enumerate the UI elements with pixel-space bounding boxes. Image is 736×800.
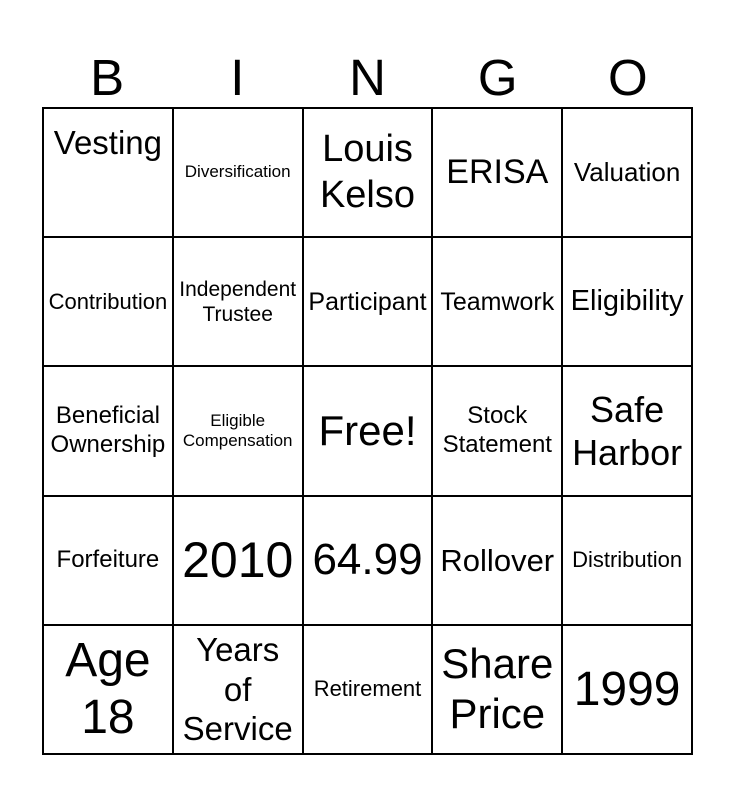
bingo-cell-r3c1[interactable]: Beneficial Ownership xyxy=(43,366,173,496)
bingo-cell-r4c4[interactable]: Rollover xyxy=(432,495,563,625)
cell-label: Retirement xyxy=(313,676,422,702)
cell-label: 64.99 xyxy=(312,534,423,584)
cell-label: Years of Service xyxy=(182,631,293,748)
bingo-header-letter-b: B xyxy=(90,49,125,106)
bingo-cell-r4c5[interactable]: Distribution xyxy=(562,495,692,625)
bingo-cell-r2c1[interactable]: Contribution xyxy=(43,237,173,367)
cell-label: Forfeiture xyxy=(56,545,160,573)
bingo-cell-r5c5[interactable]: 1999 xyxy=(562,624,692,754)
cell-label: Stock Statement xyxy=(442,402,552,458)
bingo-cell-r1c3[interactable]: Louis Kelso xyxy=(302,108,433,238)
cell-label: Teamwork xyxy=(440,287,555,316)
bingo-cell-r5c4[interactable]: Share Price xyxy=(432,624,563,754)
bingo-cell-r4c1[interactable]: Forfeiture xyxy=(43,495,173,625)
cell-label: Rollover xyxy=(440,542,555,578)
cell-label: Independent Trustee xyxy=(179,277,297,326)
bingo-header-letter-g: G xyxy=(477,49,518,106)
bingo-cell-r3c5[interactable]: Safe Harbor xyxy=(562,366,692,496)
bingo-cell-r2c4[interactable]: Teamwork xyxy=(432,237,563,367)
cell-label: Beneficial Ownership xyxy=(50,402,166,458)
cell-label: Contribution xyxy=(48,288,168,314)
cell-label: Valuation xyxy=(573,157,681,187)
bingo-cell-r1c1[interactable]: Vesting xyxy=(43,108,173,238)
cell-label: Participant xyxy=(308,287,427,316)
cell-label: Safe Harbor xyxy=(572,388,683,473)
bingo-header-letter-o: O xyxy=(608,49,648,106)
bingo-header-letter-n: N xyxy=(349,49,386,106)
cell-label: Free! xyxy=(318,406,417,454)
bingo-cell-r4c2[interactable]: 2010 xyxy=(172,495,303,625)
cell-label: Share Price xyxy=(441,640,554,738)
cell-label: Eligibility xyxy=(570,285,684,318)
cell-label: Louis Kelso xyxy=(319,128,416,216)
cell-label: Age 18 xyxy=(65,633,151,745)
bingo-board: Vesting Diversification Louis Kelso ERIS… xyxy=(42,107,693,755)
bingo-cell-r2c3[interactable]: Participant xyxy=(302,237,433,367)
bingo-cell-free-space[interactable]: Free! xyxy=(302,366,433,496)
bingo-header-letter-i: I xyxy=(230,49,245,106)
bingo-cell-r5c3[interactable]: Retirement xyxy=(302,624,433,754)
bingo-cell-r5c2[interactable]: Years of Service xyxy=(172,624,303,754)
bingo-header: B I N G O xyxy=(42,0,693,107)
bingo-cell-r1c2[interactable]: Diversification xyxy=(172,108,303,238)
bingo-cell-r3c4[interactable]: Stock Statement xyxy=(432,366,563,496)
cell-label: ERISA xyxy=(446,153,549,192)
bingo-cell-r1c4[interactable]: ERISA xyxy=(432,108,563,238)
cell-label: Vesting xyxy=(53,124,163,161)
cell-label: Diversification xyxy=(184,162,291,182)
cell-label: Distribution xyxy=(572,547,683,572)
bingo-cell-r4c3[interactable]: 64.99 xyxy=(302,495,433,625)
bingo-cell-r5c1[interactable]: Age 18 xyxy=(43,624,173,754)
cell-label: 2010 xyxy=(182,532,294,589)
bingo-cell-r2c5[interactable]: Eligibility xyxy=(562,237,692,367)
bingo-cell-r1c5[interactable]: Valuation xyxy=(562,108,692,238)
bingo-cell-r3c2[interactable]: Eligible Compensation xyxy=(172,366,303,496)
bingo-cell-r2c2[interactable]: Independent Trustee xyxy=(172,237,303,367)
cell-label: 1999 xyxy=(573,662,681,716)
cell-label: Eligible Compensation xyxy=(182,410,293,450)
